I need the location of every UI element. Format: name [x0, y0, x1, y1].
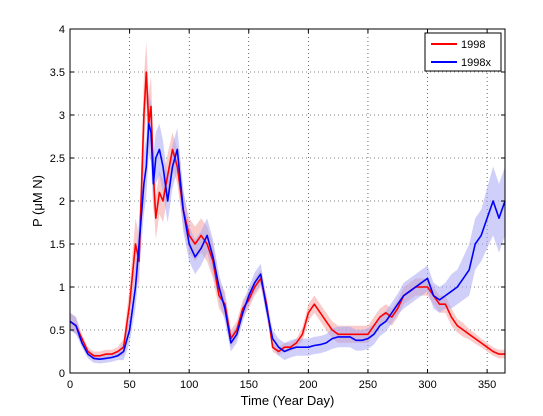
y-tick-label: 4: [59, 24, 65, 36]
y-tick-label: 0: [59, 368, 65, 380]
y-tick-label: 1.5: [50, 239, 65, 251]
series-line-1998x: [69, 122, 506, 361]
y-axis-title: P (μM N): [30, 175, 45, 227]
y-tick-label: 3.5: [50, 67, 65, 79]
legend-box: [424, 32, 502, 72]
x-axis-title: Time (Year Day): [241, 393, 335, 408]
y-tick-label: 2.5: [50, 153, 65, 165]
y-tick-label: 3: [59, 110, 65, 122]
x-tick-label: 50: [123, 379, 135, 391]
x-tick-label: 300: [418, 379, 436, 391]
plot-area: [70, 29, 505, 373]
x-tick-label: 150: [240, 379, 258, 391]
series-line-layer: [69, 71, 506, 361]
tick-layer: 0 50 100 150 200 250 300 350 0 0.5 1 1.5 2 2.5 3 3.5 4: [50, 24, 505, 391]
x-tick-label: 100: [180, 379, 198, 391]
series-line-1998: [69, 71, 505, 357]
y-tick-label: 1: [59, 282, 65, 294]
legend-label-1998: 1998: [461, 39, 485, 51]
x-tick-label: 0: [67, 379, 73, 391]
x-tick-label: 350: [478, 379, 496, 391]
legend-label-1998x: 1998x: [461, 57, 491, 69]
x-tick-label: 200: [299, 379, 317, 391]
y-tick-label: 2: [59, 196, 65, 208]
legend: 1998 1998x: [424, 32, 502, 72]
x-tick-label: 250: [359, 379, 377, 391]
y-tick-label: 0.5: [50, 325, 65, 337]
